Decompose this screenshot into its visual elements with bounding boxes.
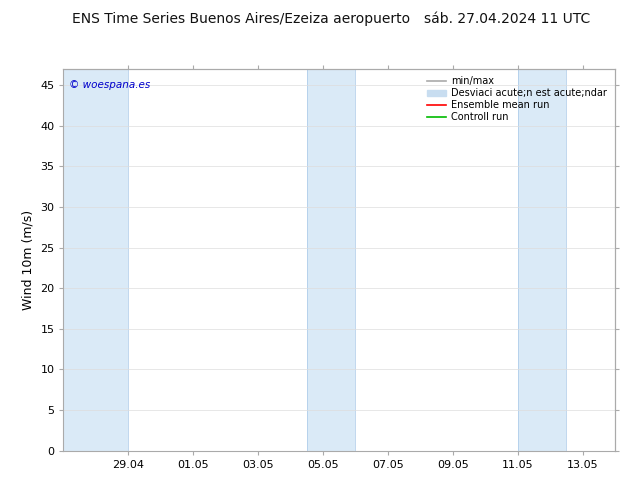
Bar bbox=[307, 69, 356, 451]
Bar bbox=[63, 69, 128, 451]
Text: ENS Time Series Buenos Aires/Ezeiza aeropuerto: ENS Time Series Buenos Aires/Ezeiza aero… bbox=[72, 12, 410, 26]
Legend: min/max, Desviaci acute;n est acute;ndar, Ensemble mean run, Controll run: min/max, Desviaci acute;n est acute;ndar… bbox=[424, 74, 610, 125]
Text: © woespana.es: © woespana.es bbox=[69, 80, 150, 90]
Bar bbox=[517, 69, 566, 451]
Text: sáb. 27.04.2024 11 UTC: sáb. 27.04.2024 11 UTC bbox=[424, 12, 590, 26]
Y-axis label: Wind 10m (m/s): Wind 10m (m/s) bbox=[22, 210, 35, 310]
